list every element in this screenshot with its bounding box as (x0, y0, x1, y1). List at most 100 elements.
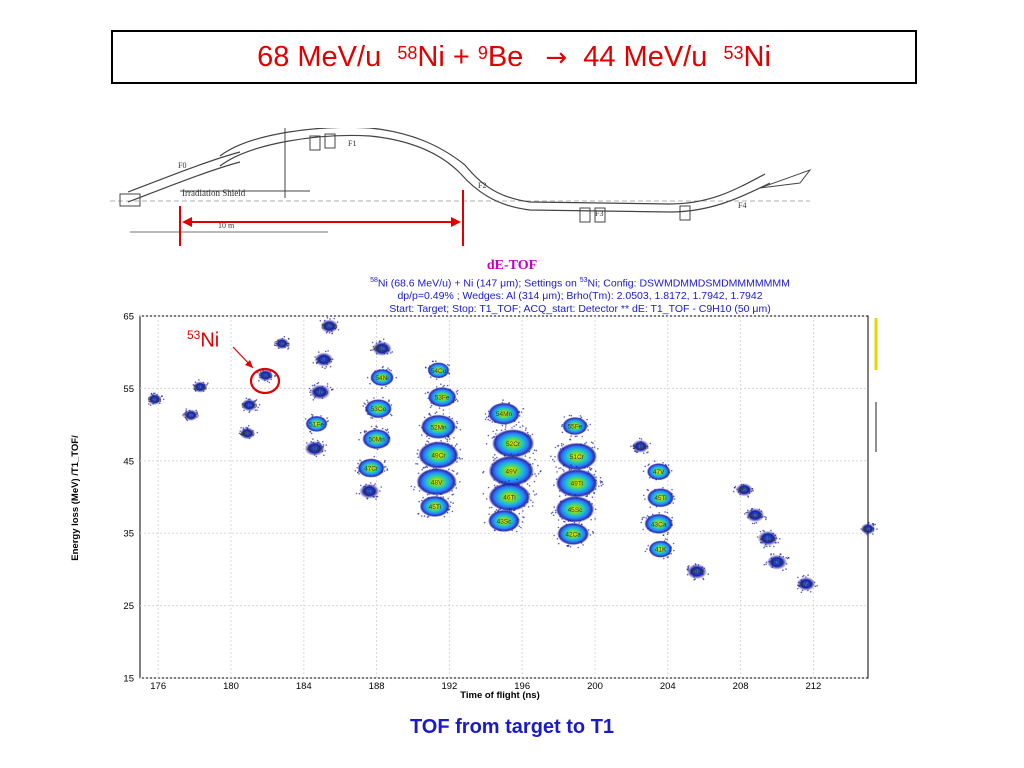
cluster-point (672, 502, 674, 504)
cluster-core (304, 440, 325, 457)
cluster-point (149, 404, 152, 406)
cluster-point (524, 429, 527, 431)
cluster-point (532, 490, 535, 492)
cluster-core (192, 381, 208, 393)
cluster-point (518, 421, 520, 424)
cluster-point (535, 449, 538, 452)
cluster-point (569, 545, 572, 548)
cluster-point (553, 534, 555, 537)
y-tick-label: 65 (123, 312, 134, 323)
cluster-label: 43Sc (497, 518, 513, 525)
cluster-point (488, 513, 490, 515)
cluster-point (447, 363, 449, 366)
cluster-point (591, 496, 594, 499)
cluster-point (495, 509, 498, 511)
cluster-point (426, 466, 429, 469)
cluster-label: 49V (505, 468, 517, 475)
cluster-point (495, 433, 497, 435)
cluster-point (442, 409, 445, 411)
cluster-label: 44Sc (748, 513, 764, 520)
cluster-point (594, 508, 597, 511)
cluster-point (534, 458, 536, 461)
cluster-point (434, 412, 437, 415)
cluster-point (359, 431, 362, 434)
cluster-point (589, 467, 591, 469)
cluster-point (484, 418, 487, 421)
cluster-point (426, 440, 428, 443)
cluster-point (502, 399, 504, 401)
cluster-point (308, 387, 311, 390)
cluster-core (745, 508, 765, 523)
cluster-point (268, 381, 271, 384)
cluster-core (556, 442, 598, 471)
cluster-core (631, 439, 650, 453)
cluster-point (369, 382, 371, 385)
cluster-point (563, 470, 565, 472)
cluster-point (646, 548, 648, 550)
cluster-point (417, 449, 419, 451)
cluster-label: 54Cu (431, 368, 447, 375)
cluster-point (385, 466, 387, 468)
cluster-point (589, 423, 591, 426)
cluster-point (369, 349, 372, 352)
cluster-label: 49Fe (240, 431, 255, 438)
cluster-point (872, 533, 874, 535)
cluster-point (509, 508, 512, 510)
cluster-point (420, 434, 423, 436)
target-symbol: Be (487, 41, 524, 73)
cluster-label: 51Mn (632, 444, 649, 451)
cluster-point (515, 424, 518, 426)
cluster-core (491, 429, 535, 458)
cluster-point (494, 453, 496, 456)
cluster-point (671, 488, 673, 491)
cluster-point (599, 476, 602, 479)
cluster-point (360, 484, 362, 487)
label-f2: F2 (478, 181, 486, 190)
cluster-point (310, 432, 313, 435)
cluster-point (598, 485, 600, 488)
cluster-point (245, 397, 248, 400)
cluster-point (525, 427, 527, 429)
cluster-point (816, 585, 818, 587)
cluster-49Fe: 49Fe (238, 424, 259, 440)
cluster-point (773, 545, 775, 548)
cluster-point (644, 498, 646, 500)
cluster-core (420, 414, 457, 440)
cluster-point (373, 397, 375, 399)
cluster-point (785, 568, 787, 570)
cluster-37Ar: 37Ar (796, 574, 818, 594)
cluster-point (521, 521, 524, 523)
cluster-53Ni: 53Ni (192, 379, 209, 393)
y-tick-label: 15 (123, 674, 134, 685)
cluster-point (510, 453, 512, 455)
cluster-point (254, 409, 257, 412)
cluster-point (451, 469, 454, 472)
cluster-point (355, 492, 358, 495)
cluster-point (590, 441, 593, 444)
cluster-point (324, 350, 327, 353)
cluster-core (488, 455, 535, 487)
x-tick-label: 176 (150, 681, 166, 692)
cluster-point (459, 429, 462, 431)
cluster-point (491, 437, 494, 439)
cluster-point (550, 455, 552, 458)
cluster-point (435, 378, 438, 381)
cluster-point (384, 429, 387, 431)
cluster-core (757, 530, 779, 546)
cluster-point (647, 544, 649, 547)
cluster-point (522, 407, 525, 410)
cluster-point (662, 534, 665, 536)
cluster-point (429, 376, 432, 378)
cluster-point (362, 405, 365, 407)
cluster-point (258, 403, 261, 406)
cluster-point (567, 544, 569, 547)
cluster-point (312, 399, 315, 401)
cluster-point (671, 516, 673, 519)
cluster-label: 53Co (371, 406, 387, 413)
cluster-point (454, 445, 457, 447)
cluster-point (324, 367, 326, 370)
cluster-point (522, 516, 524, 518)
cluster-point (553, 460, 556, 463)
cluster-core (314, 352, 334, 367)
cluster-label: 53Fe (435, 395, 450, 402)
